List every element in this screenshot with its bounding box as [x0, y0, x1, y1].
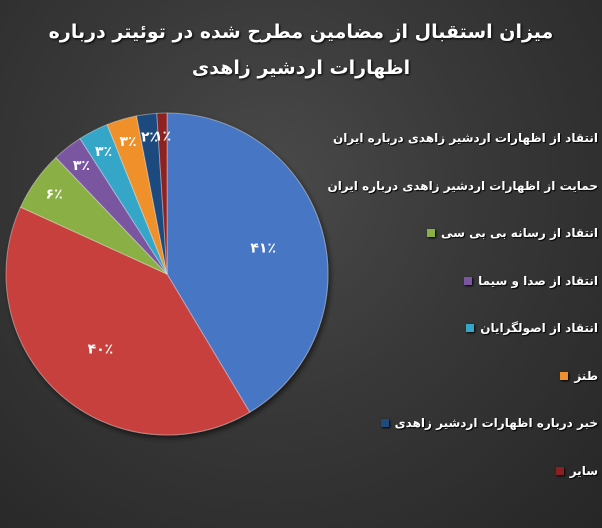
- slice-value-label: ۴۱٪: [250, 240, 276, 256]
- slice-value-label: ۲٪: [141, 130, 158, 146]
- legend-label: حمایت از اظهارات اردشیر زاهدی درباره ایر…: [327, 178, 598, 193]
- slice-value-label: ۴۰٪: [88, 341, 114, 357]
- legend-label: خبر درباره اظهارات اردشیر زاهدی: [394, 416, 598, 430]
- pie-slice: [156, 112, 168, 275]
- legend-label: انتقاد از رسانه بی بی سی: [441, 226, 598, 240]
- legend-item: انتقاد از اصولگرایان: [330, 318, 598, 338]
- legend-item: حمایت از اظهارات اردشیر زاهدی درباره ایر…: [327, 176, 598, 196]
- legend-item: سایر: [330, 461, 598, 481]
- legend-swatch: [560, 371, 569, 380]
- chart-title-line-2: اظهارات اردشیر زاهدی: [191, 57, 411, 79]
- legend-swatch: [555, 466, 564, 475]
- legend-item: طنز: [330, 366, 598, 386]
- legend-item: انتقاد از اظهارات اردشیر زاهدی درباره ای…: [330, 128, 598, 148]
- slice-value-label: ۶٪: [46, 187, 63, 203]
- slice-value-label: ۳٪: [73, 158, 90, 174]
- legend-item: انتقاد از صدا و سیما: [330, 271, 598, 291]
- legend-label: سایر: [569, 463, 598, 478]
- legend-swatch: [466, 324, 475, 332]
- chart-title: میزان استقبال از مضامین مطرح شده در توئی…: [20, 14, 582, 86]
- legend-item: خبر درباره اظهارات اردشیر زاهدی: [330, 413, 598, 433]
- legend-label: انتقاد از صدا و سیما: [478, 273, 598, 288]
- slice-value-label: ۳٪: [119, 134, 136, 150]
- slice-value-label: ۱٪: [154, 129, 171, 145]
- legend-swatch: [380, 419, 389, 427]
- legend-swatch: [427, 229, 436, 237]
- legend-label: انتقاد از اظهارات اردشیر زاهدی درباره ای…: [333, 131, 598, 145]
- legend-label: انتقاد از اصولگرایان: [480, 321, 598, 335]
- legend-item: انتقاد از رسانه بی بی سی: [330, 223, 598, 243]
- legend-label: طنز: [574, 368, 598, 383]
- legend-swatch: [464, 276, 473, 285]
- slice-value-label: ۳٪: [95, 144, 112, 160]
- chart-title-line-1: میزان استقبال از مضامین مطرح شده در توئی…: [48, 21, 554, 43]
- pie-slice: [5, 206, 251, 436]
- pie-slice: [166, 112, 329, 413]
